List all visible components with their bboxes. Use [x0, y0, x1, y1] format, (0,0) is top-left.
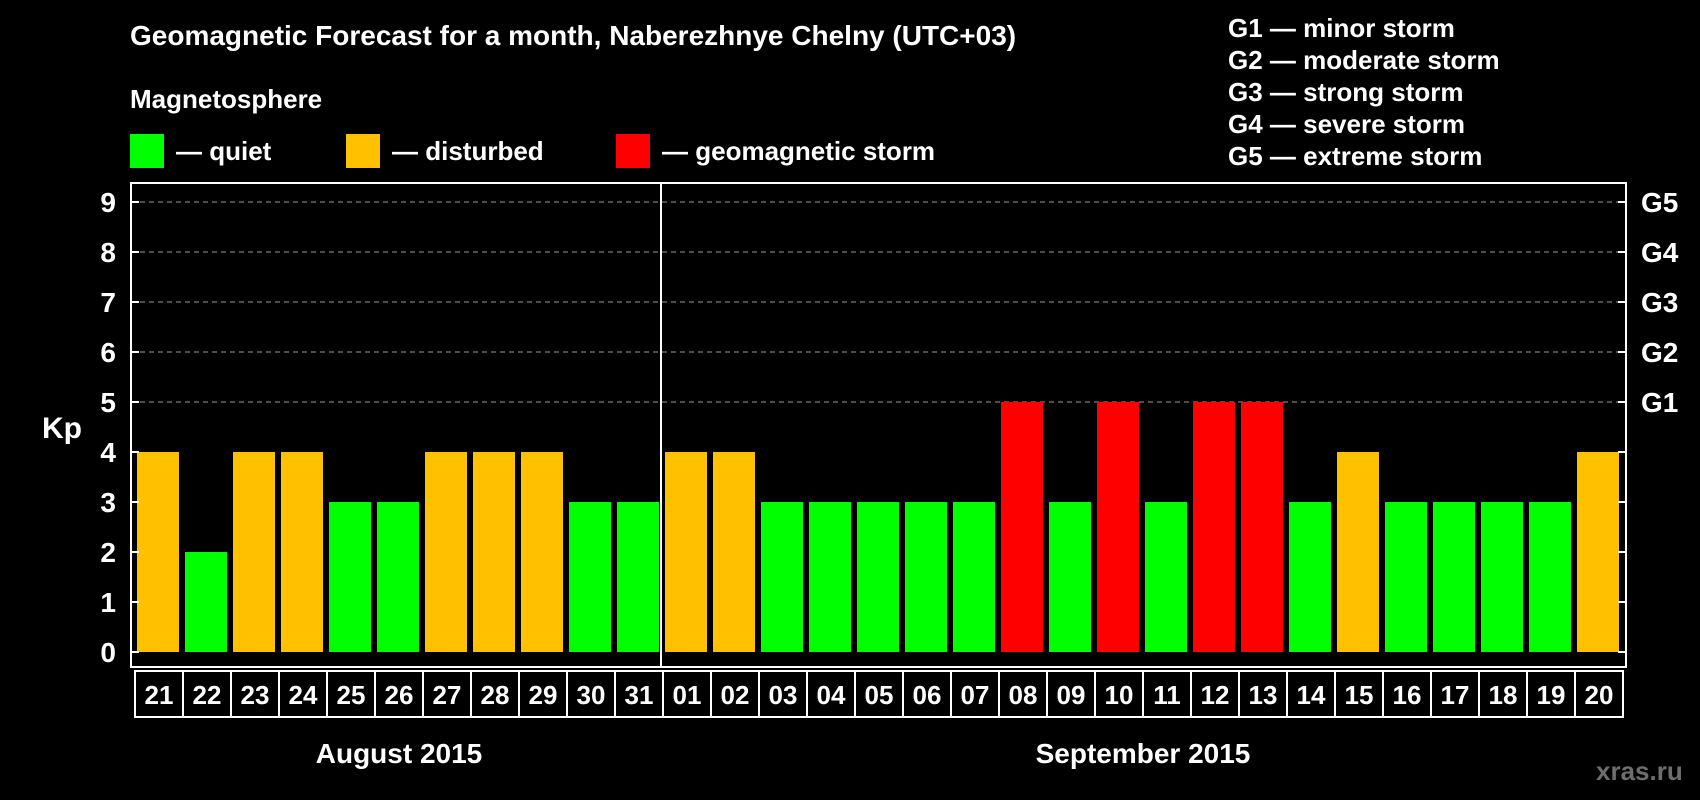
- x-tick-label: 18: [1489, 680, 1518, 710]
- month-label: September 2015: [1036, 738, 1251, 769]
- x-tick-label: 10: [1105, 680, 1134, 710]
- bar-12: [1193, 402, 1235, 652]
- y-tick-label: 6: [100, 337, 116, 368]
- y-tick-label: 0: [100, 637, 116, 668]
- bar-23: [233, 452, 275, 652]
- bar-11: [1145, 502, 1187, 652]
- bar-20: [1577, 452, 1619, 652]
- x-tick-label: 14: [1297, 680, 1326, 710]
- y-tick-label: 5: [100, 387, 116, 418]
- bar-06: [905, 502, 947, 652]
- g-scale-legend-g2: G2 — moderate storm: [1228, 45, 1500, 75]
- x-tick-label: 24: [289, 680, 318, 710]
- x-tick-label: 29: [529, 680, 558, 710]
- bar-29: [521, 452, 563, 652]
- x-tick-label: 06: [913, 680, 942, 710]
- y-axis-label: Kp: [42, 412, 82, 445]
- x-tick-label: 28: [481, 680, 510, 710]
- g-scale-legend-g1: G1 — minor storm: [1228, 13, 1455, 43]
- y-tick-label: 4: [100, 437, 116, 468]
- x-tick-label: 22: [193, 680, 222, 710]
- bar-25: [329, 502, 371, 652]
- x-tick-label: 15: [1345, 680, 1374, 710]
- bar-03: [761, 502, 803, 652]
- bar-19: [1529, 502, 1571, 652]
- x-tick-label: 19: [1537, 680, 1566, 710]
- x-tick-label: 08: [1009, 680, 1038, 710]
- bar-26: [377, 502, 419, 652]
- x-tick-label: 20: [1585, 680, 1614, 710]
- y-tick-label: 1: [100, 587, 116, 618]
- x-tick-label: 31: [625, 680, 654, 710]
- month-label: August 2015: [316, 738, 483, 769]
- x-tick-label: 01: [673, 680, 702, 710]
- x-tick-label: 04: [817, 680, 846, 710]
- bar-13: [1241, 402, 1283, 652]
- bar-28: [473, 452, 515, 652]
- x-tick-label: 07: [961, 680, 990, 710]
- chart-subtitle: Magnetosphere: [130, 84, 323, 114]
- g-scale-legend-g5: G5 — extreme storm: [1228, 141, 1483, 171]
- bar-27: [425, 452, 467, 652]
- y-tick-label: 3: [100, 487, 116, 518]
- date-cell: [1574, 670, 1624, 718]
- x-tick-label: 13: [1249, 680, 1278, 710]
- legend-swatch-storm: [616, 134, 650, 168]
- bar-22: [185, 552, 227, 652]
- y-tick-label: 7: [100, 287, 116, 318]
- g-level-label: G1: [1641, 387, 1678, 418]
- bar-04: [809, 502, 851, 652]
- g-level-label: G3: [1641, 287, 1678, 318]
- plot-frame: [130, 182, 1627, 668]
- g-scale-legend-g4: G4 — severe storm: [1228, 109, 1466, 139]
- bar-07: [953, 502, 995, 652]
- y-tick-label: 8: [100, 237, 116, 268]
- g-level-label: G4: [1641, 237, 1679, 268]
- bar-21: [137, 452, 179, 652]
- legend-label-storm: — geomagnetic storm: [662, 136, 936, 166]
- bar-15: [1337, 452, 1379, 652]
- y-tick-label: 9: [100, 187, 116, 218]
- x-tick-label: 02: [721, 680, 750, 710]
- bar-18: [1481, 502, 1523, 652]
- x-tick-label: 11: [1153, 680, 1181, 710]
- legend-swatch-quiet: [130, 134, 164, 168]
- bar-09: [1049, 502, 1091, 652]
- bar-14: [1289, 502, 1331, 652]
- x-tick-label: 21: [145, 680, 174, 710]
- legend-label-quiet: — quiet: [176, 136, 272, 166]
- x-tick-label: 25: [337, 680, 366, 710]
- bar-17: [1433, 502, 1475, 652]
- legend-label-disturbed: — disturbed: [392, 136, 544, 166]
- x-tick-label: 03: [769, 680, 798, 710]
- x-tick-label: 23: [241, 680, 270, 710]
- bar-31: [617, 502, 659, 652]
- x-tick-label: 17: [1441, 680, 1470, 710]
- bar-02: [713, 452, 755, 652]
- g-scale-legend-g3: G3 — strong storm: [1228, 77, 1464, 107]
- bar-16: [1385, 502, 1427, 652]
- y-tick-label: 2: [100, 537, 116, 568]
- watermark: xras.ru: [1596, 756, 1683, 786]
- chart-title: Geomagnetic Forecast for a month, Nabere…: [130, 20, 1017, 51]
- x-tick-label: 05: [865, 680, 894, 710]
- x-tick-label: 12: [1201, 680, 1230, 710]
- bar-30: [569, 502, 611, 652]
- bar-01: [665, 452, 707, 652]
- g-level-label: G5: [1641, 187, 1678, 218]
- x-tick-label: 16: [1393, 680, 1422, 710]
- x-tick-label: 30: [577, 680, 606, 710]
- x-tick-label: 27: [433, 680, 462, 710]
- legend-swatch-disturbed: [346, 134, 380, 168]
- x-tick-label: 09: [1057, 680, 1086, 710]
- bar-08: [1001, 402, 1043, 652]
- bar-10: [1097, 402, 1139, 652]
- bar-24: [281, 452, 323, 652]
- g-scale-legend: G1 — minor storm G2 — moderate storm G3 …: [1228, 12, 1500, 172]
- x-tick-label: 26: [385, 680, 414, 710]
- g-level-label: G2: [1641, 337, 1678, 368]
- bar-05: [857, 502, 899, 652]
